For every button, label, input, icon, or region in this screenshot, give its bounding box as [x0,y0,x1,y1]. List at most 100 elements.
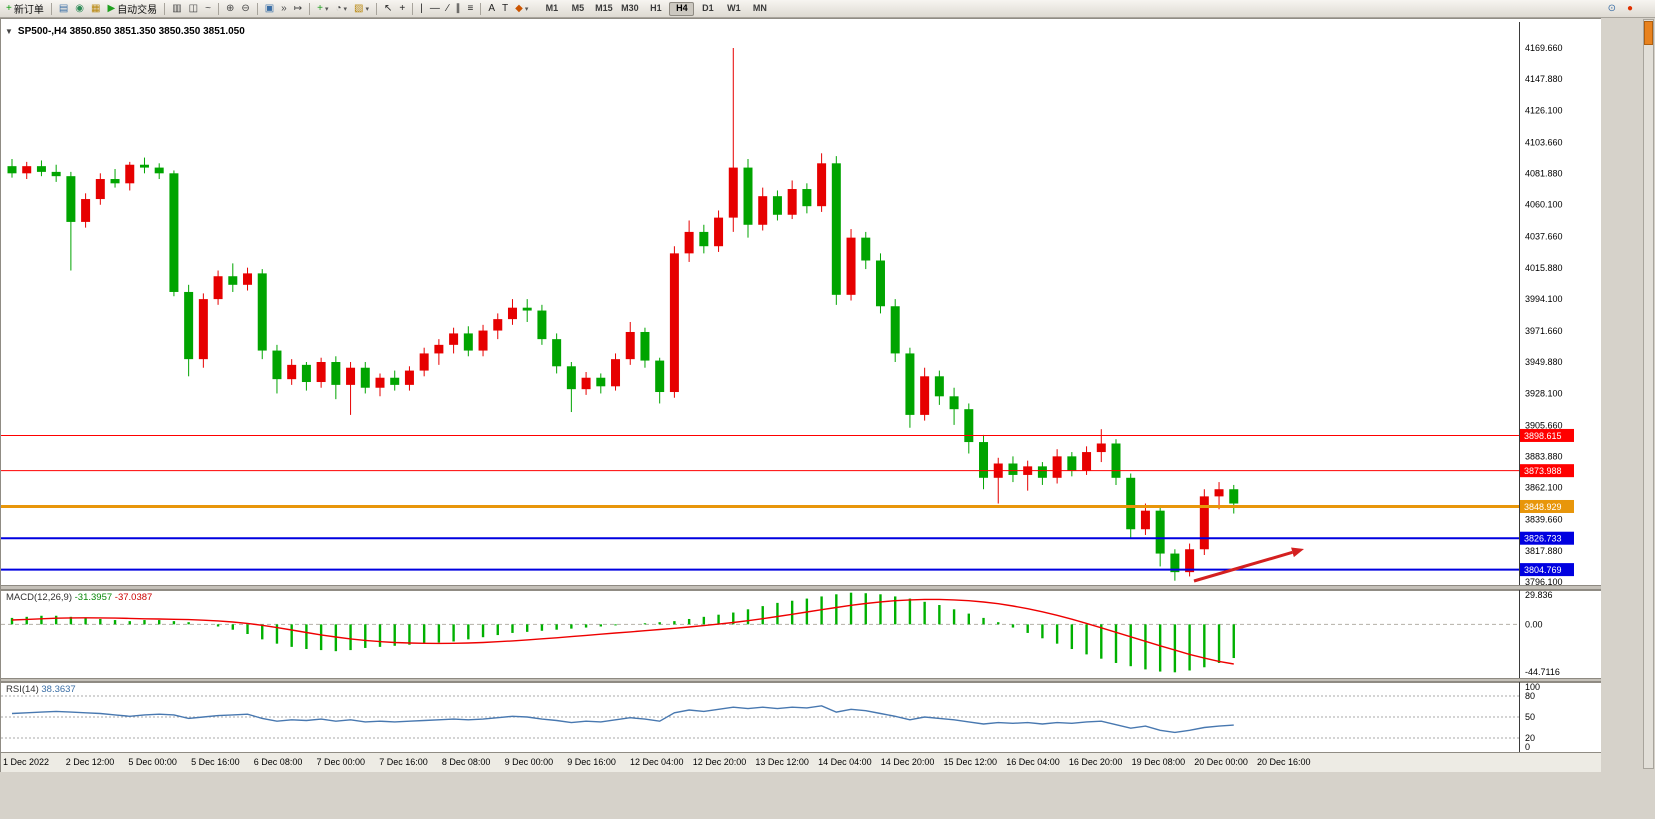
timeframe-h4-button[interactable]: H4 [669,1,695,16]
candle-body [1067,456,1077,471]
candle-body [375,377,385,388]
autotrading-button[interactable]: ▶ 自动交易 [104,1,160,16]
trend-arrow[interactable] [1193,550,1293,583]
zoom-in-button[interactable]: ⊕ [223,1,237,16]
market-watch-button[interactable]: ▤ [56,1,71,16]
time-label: 6 Dec 08:00 [253,757,303,767]
rsi-line [11,705,1234,734]
vertical-line-icon: | [420,2,423,14]
candle-body [758,196,768,225]
candlestick-chart-button[interactable]: ◫ [186,1,201,16]
templates-button[interactable]: ▧ ▾ [351,1,372,16]
price-tag-label: 3873.988 [1524,466,1562,476]
candle-body [228,276,238,285]
crosshair-button[interactable]: + [396,1,408,16]
search-button[interactable]: ⊙ [1605,1,1619,16]
trend-arrow-head[interactable] [1291,547,1304,558]
zoom-out-button[interactable]: ⊖ [238,1,252,16]
trendline-button[interactable]: ∕ [444,1,452,16]
macd-axis-label: -44.7116 [1525,667,1560,677]
candle-body [890,306,900,354]
channel-button[interactable]: ∥ [453,1,464,16]
tile-windows-button[interactable]: ▣ [262,1,277,16]
label-icon: T [502,2,509,14]
time-label: 14 Dec 20:00 [880,757,935,767]
bars-chart-icon: ▥ [172,2,182,14]
time-axis[interactable]: 1 Dec 2022 2 Dec 12:00 5 Dec 00:00 5 Dec 16… [1,752,1602,772]
alert-dot-icon: ● [1626,2,1633,14]
horizontal-line-button[interactable]: — [427,1,443,16]
timeframe-m15-button[interactable]: M15 [591,2,616,16]
chevron-down-icon: ▾ [324,5,329,13]
chevron-down-icon: ▾ [524,5,529,13]
price-axis-label: 4103.660 [1525,137,1563,147]
rsi-title: RSI(14) 38.3637 [6,684,76,695]
scrollbar-thumb[interactable] [1644,21,1653,45]
panel-splitter-macd-rsi[interactable] [1,678,1602,682]
navigator-button[interactable]: ◉ [72,1,87,16]
line-chart-icon: ~ [205,2,211,14]
candle-body [198,299,208,360]
timeframe-m1-button[interactable]: M1 [539,2,564,16]
text-button[interactable]: A [485,1,498,16]
candle-body [287,364,297,380]
text-icon: A [488,2,496,14]
terminal-button[interactable]: ▦ [88,1,103,16]
candle-body [787,189,797,215]
candle-body [434,344,444,354]
candle-body [404,370,414,385]
shapes-button[interactable]: ◆ ▾ [512,1,531,16]
auto-scroll-button[interactable]: » [278,1,290,16]
candle-body [581,377,591,390]
price-tag-label: 3826.733 [1524,534,1562,544]
alert-button[interactable]: ● [1624,1,1636,16]
indicators-button[interactable]: + ▾ [314,1,331,16]
channel-icon: ∥ [455,2,461,14]
candle-body [301,364,311,383]
vertical-line-button[interactable]: | [417,1,426,16]
price-axis-label: 4169.660 [1525,43,1563,53]
candle-body [640,331,650,361]
bars-chart-button[interactable]: ▥ [169,1,184,16]
toolbar-right: ⊙ ● [1605,1,1652,16]
price-chart-panel[interactable]: 4169.660 4147.880 4126.100 4103.660 4081.880… [1,22,1602,585]
candle-body [1052,456,1062,478]
time-label: 19 Dec 08:00 [1131,757,1186,767]
price-tag [1520,499,1574,513]
macd-panel[interactable]: 29.836 0.00 -44.7116 MACD(12,26,9) -31.3957… [1,590,1602,678]
chart-shift-icon: ↦ [293,2,303,14]
timeframe-h1-button[interactable]: H1 [643,2,668,16]
candle-body [154,167,164,174]
timeframe-mn-button[interactable]: MN [747,2,772,16]
candle-body [1037,466,1047,478]
chart-shift-button[interactable]: ↦ [291,1,305,16]
cursor-button[interactable]: ↖ [381,1,395,16]
candle-body [537,310,547,340]
tile-windows-icon: ▣ [264,2,275,14]
vertical-scrollbar[interactable] [1643,19,1654,769]
candle-body [257,273,267,351]
candle-body [390,377,400,385]
line-chart-button[interactable]: ~ [202,1,214,16]
label-button[interactable]: T [499,1,511,16]
timeframe-d1-button[interactable]: D1 [695,2,720,16]
toolbar-separator [50,2,52,15]
periods-button[interactable]: ◔ ▾ [332,1,350,16]
toolbar-separator [412,2,414,15]
timeframe-w1-button[interactable]: W1 [721,2,746,16]
new-order-button[interactable]: + 新订单 [3,1,47,16]
candle-body [36,166,46,172]
timeframe-m30-button[interactable]: M30 [617,2,642,16]
candlestick-chart-icon: ◫ [188,2,199,14]
candle-body [7,166,17,174]
fibonacci-button[interactable]: ≡ [465,1,477,16]
panel-splitter-price-macd[interactable] [1,585,1602,590]
timeframe-m5-button[interactable]: M5 [565,2,590,16]
price-tag [1520,464,1574,478]
candle-body [22,166,32,174]
candle-body [1214,489,1224,497]
candle-body [331,362,341,385]
candles [7,47,1239,581]
